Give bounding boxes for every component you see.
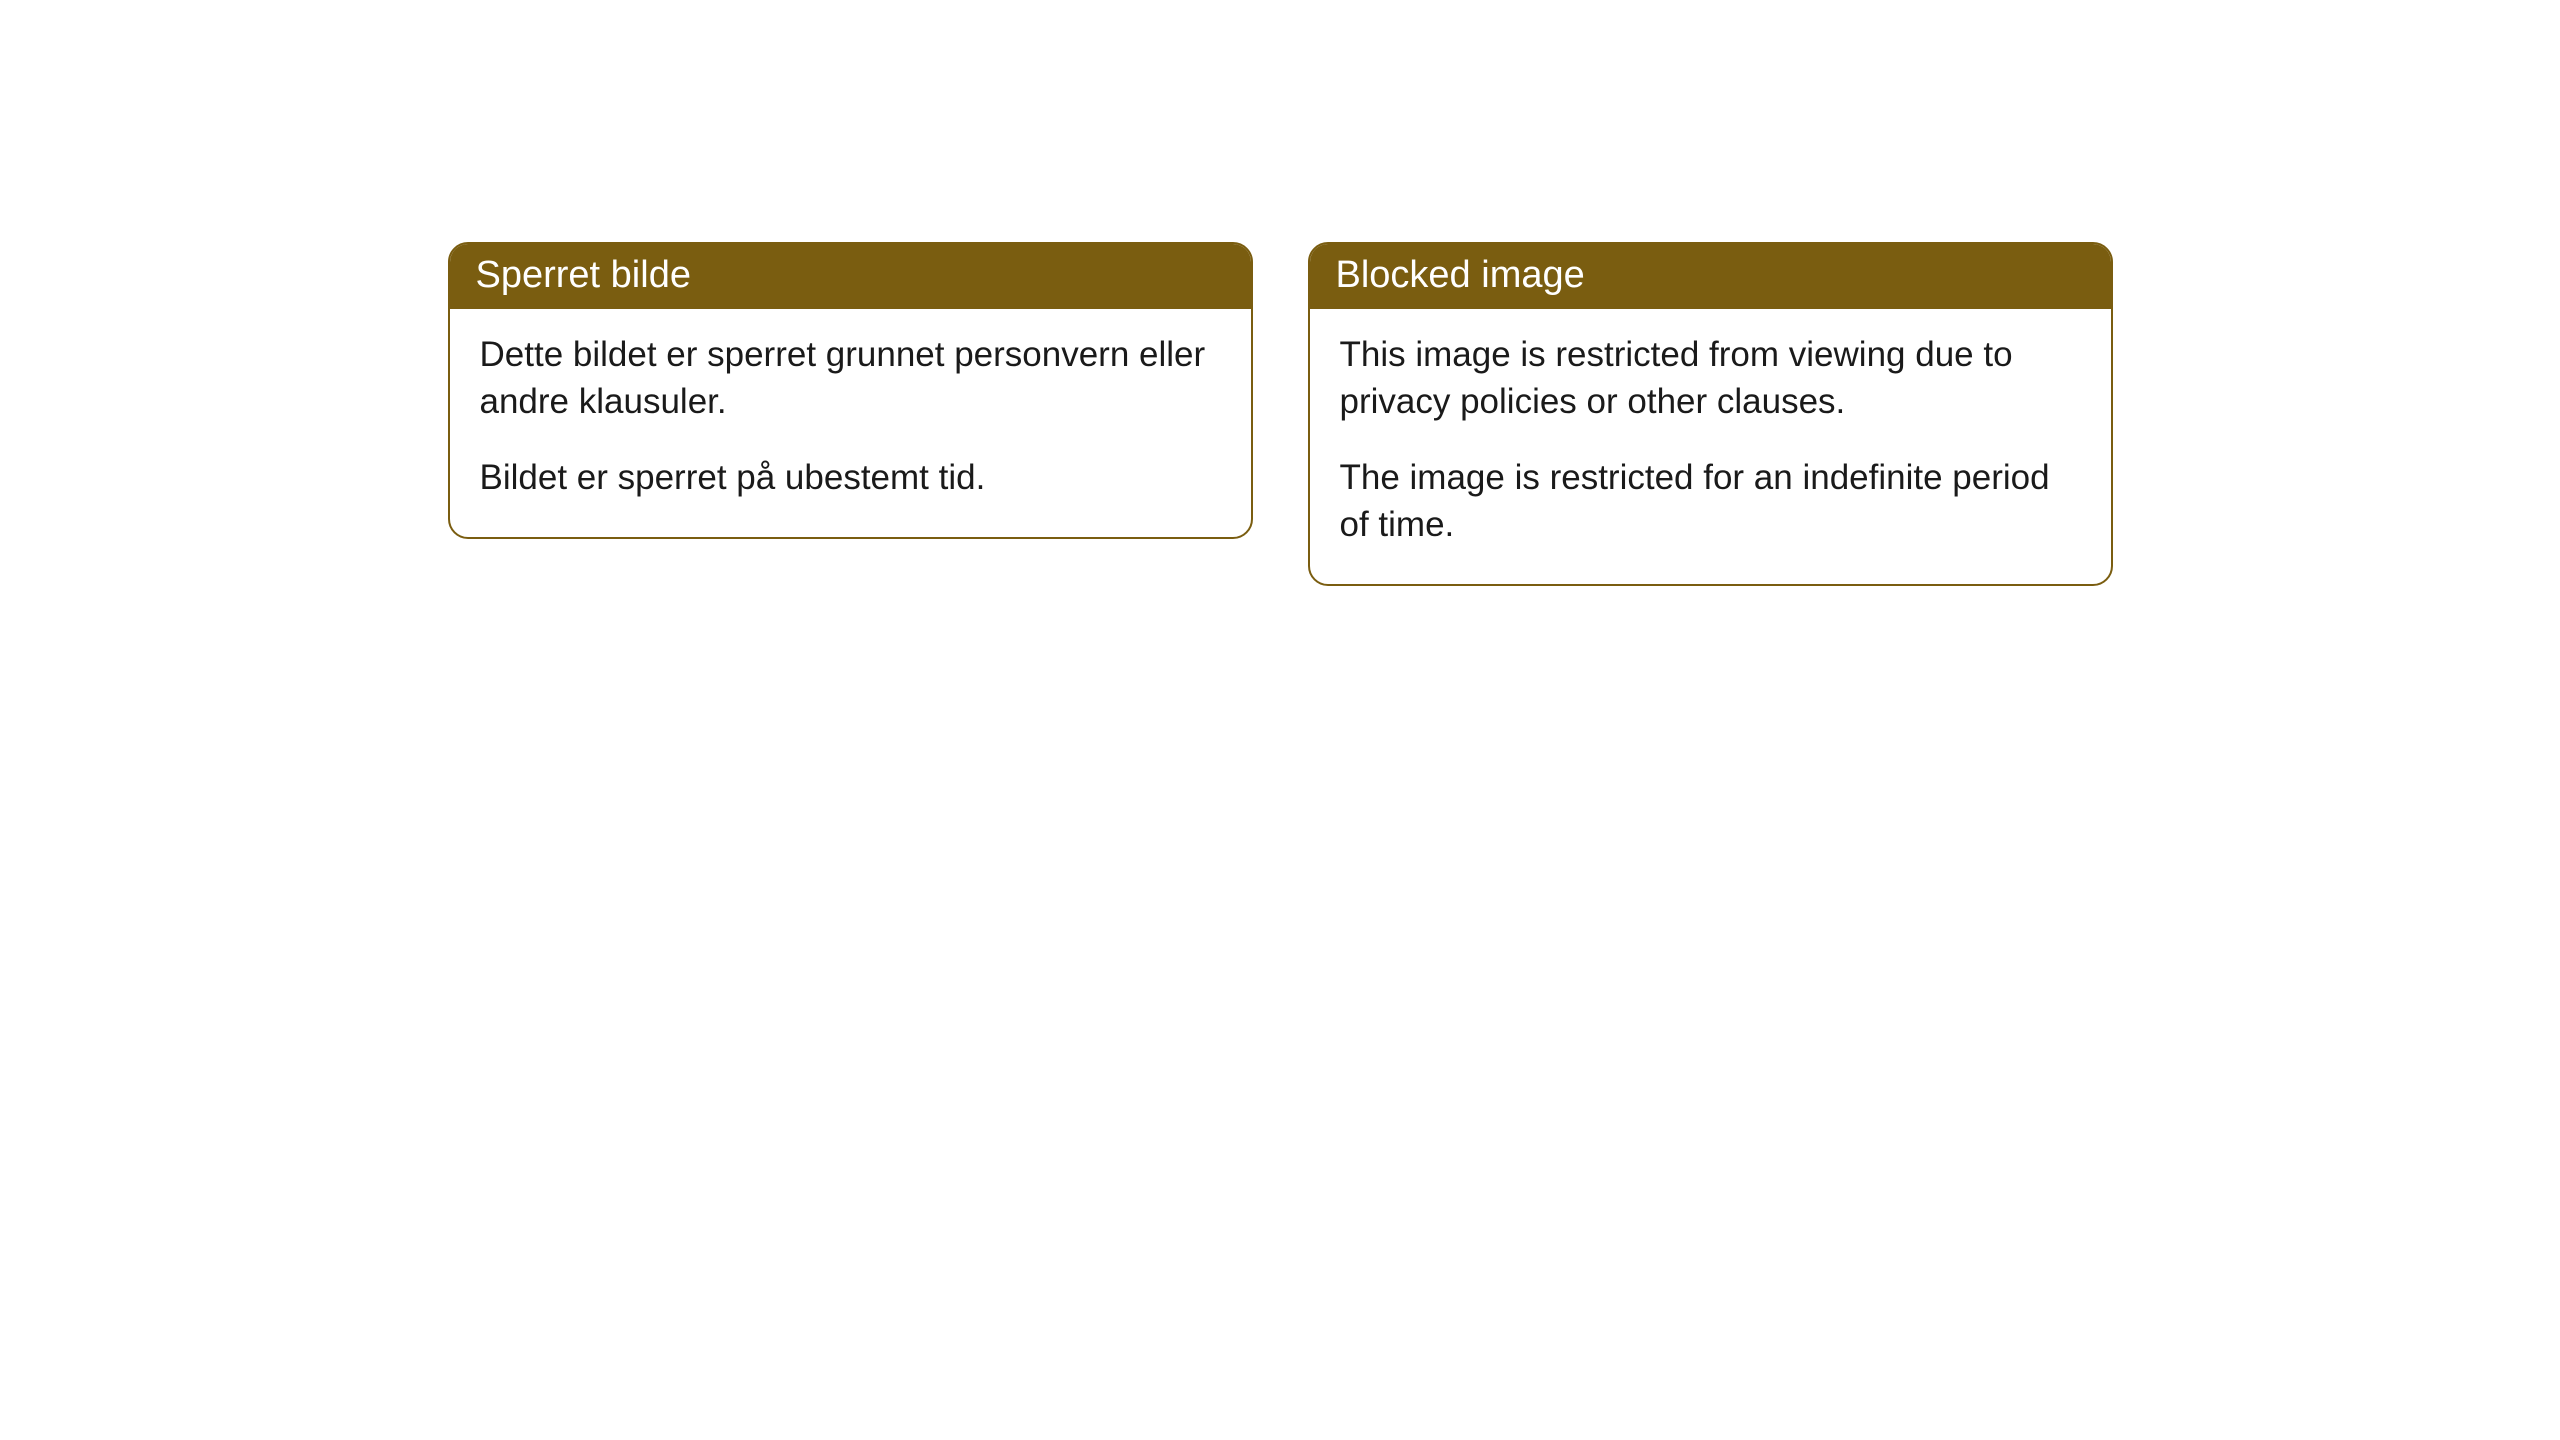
card-header: Sperret bilde [450, 244, 1251, 309]
card-body: Dette bildet er sperret grunnet personve… [450, 309, 1251, 537]
card-paragraph: This image is restricted from viewing du… [1340, 331, 2081, 426]
blocked-image-card-english: Blocked image This image is restricted f… [1308, 242, 2113, 586]
card-paragraph: The image is restricted for an indefinit… [1340, 454, 2081, 549]
card-container: Sperret bilde Dette bildet er sperret gr… [448, 242, 2113, 1440]
card-paragraph: Bildet er sperret på ubestemt tid. [480, 454, 1221, 501]
card-body: This image is restricted from viewing du… [1310, 309, 2111, 584]
card-header: Blocked image [1310, 244, 2111, 309]
blocked-image-card-norwegian: Sperret bilde Dette bildet er sperret gr… [448, 242, 1253, 539]
card-paragraph: Dette bildet er sperret grunnet personve… [480, 331, 1221, 426]
